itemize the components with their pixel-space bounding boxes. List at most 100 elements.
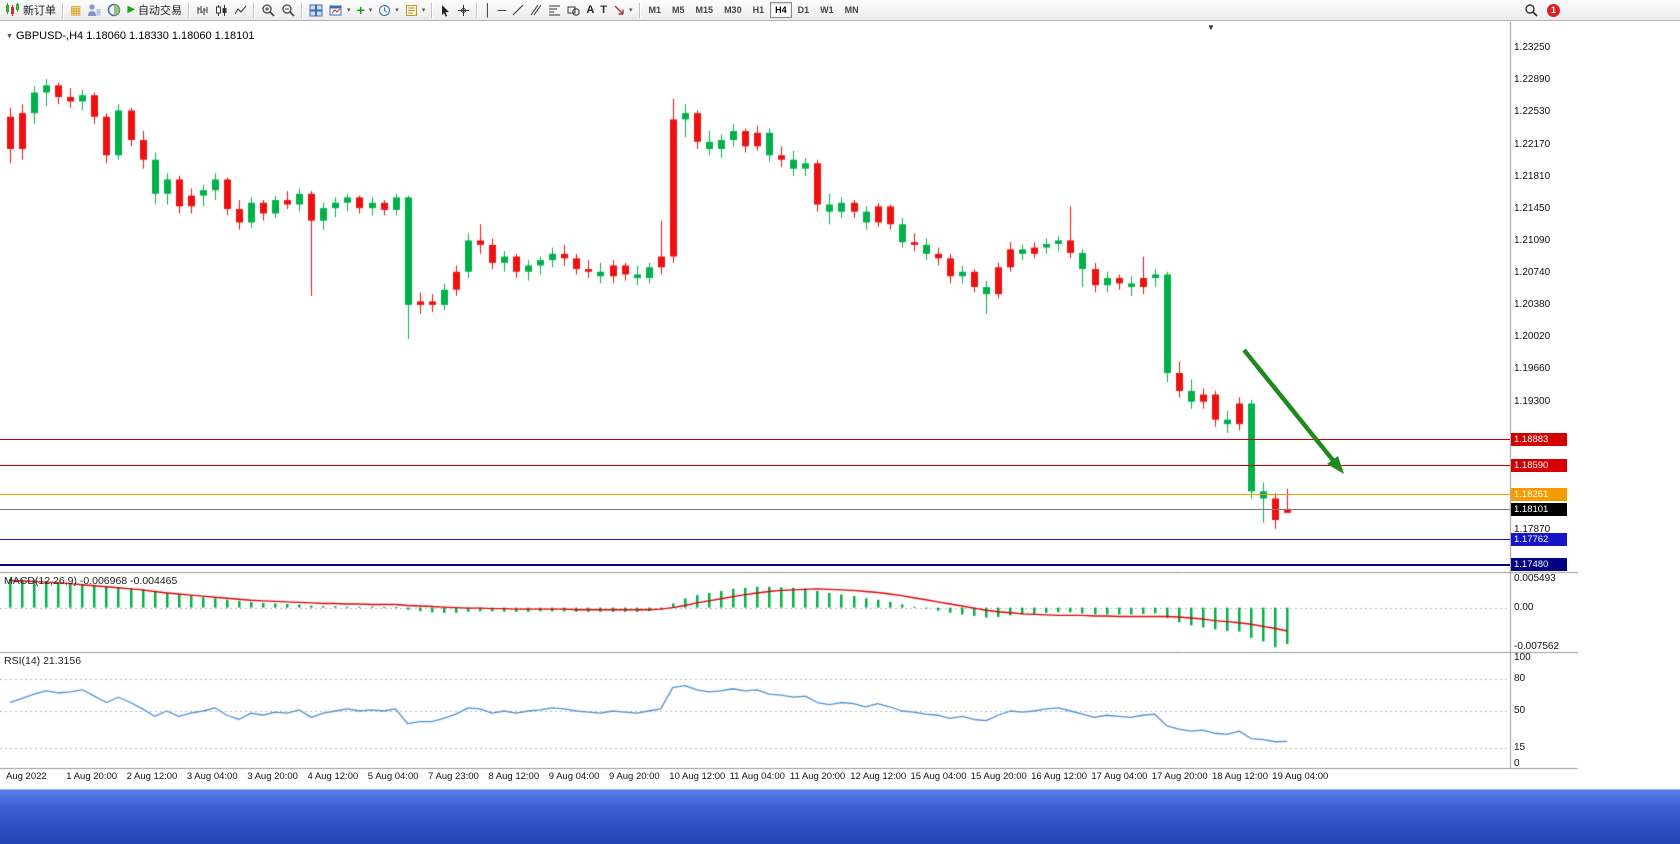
- templates-button[interactable]: ▾: [402, 0, 429, 20]
- timeframe-m5-button[interactable]: M5: [667, 2, 690, 18]
- time-axis-label: 3 Aug 04:00: [186, 771, 238, 782]
- price-level-box-1.17480: 1.17480: [1511, 558, 1567, 572]
- price-level-line-1.18590[interactable]: [0, 464, 1510, 466]
- arrows-tool-icon: [614, 5, 624, 15]
- indicators-caret-icon: ▾: [368, 7, 373, 14]
- price-level-line-1.17480[interactable]: [0, 563, 1510, 566]
- time-axis-label: 5 Aug 04:00: [367, 771, 419, 782]
- quick-nav-icon[interactable]: ▼: [6, 32, 13, 40]
- time-axis-label: 3 Aug 20:00: [247, 771, 298, 782]
- new-chart-button[interactable]: ▾: [326, 0, 354, 20]
- new-chart-caret-icon: ▾: [347, 7, 351, 14]
- time-axis-label: 19 Aug 04:00: [1272, 771, 1329, 782]
- price-level-line-1.17762[interactable]: [0, 539, 1510, 541]
- periods-icon: [379, 4, 391, 16]
- fibonacci-button[interactable]: [545, 0, 564, 20]
- price-axis-label: 1.21810: [1514, 170, 1551, 182]
- market-watch-icon: [88, 4, 101, 16]
- vertical-line-button[interactable]: │: [481, 0, 495, 20]
- data-window-button[interactable]: [104, 0, 124, 20]
- price-axis-label: 1.22170: [1514, 138, 1551, 150]
- crosshair-button[interactable]: [454, 0, 473, 20]
- text-tool-icon: A: [586, 4, 595, 16]
- scroll-position-marker-icon[interactable]: ▼: [1207, 23, 1215, 32]
- bar-chart-icon: [197, 5, 208, 15]
- timeframe-m15-button[interactable]: M15: [691, 2, 719, 18]
- trend-arrow[interactable]: [1232, 338, 1372, 498]
- price-axis-label: 1.20740: [1514, 266, 1551, 278]
- new-order-label: 新订单: [23, 5, 56, 17]
- arrows-tool-button[interactable]: ▾: [610, 0, 636, 20]
- price-level-line-1.18883[interactable]: [0, 438, 1510, 440]
- toolbar-separator: [638, 2, 641, 18]
- toolbar-separator: [253, 2, 256, 18]
- time-axis-label: Aug 2022: [6, 771, 47, 782]
- rsi-axis-label: 0: [1514, 758, 1520, 769]
- time-axis-label: 9 Aug 20:00: [609, 771, 660, 782]
- timeframe-w1-button[interactable]: W1: [815, 2, 839, 18]
- rsi-axis-label: 80: [1514, 673, 1526, 685]
- line-chart-icon: [234, 5, 247, 14]
- rsi-label: RSI(14) 21.3156: [4, 655, 82, 667]
- time-axis-label: 4 Aug 12:00: [307, 771, 359, 782]
- tile-windows-button[interactable]: [306, 0, 326, 20]
- auto-trading-label: 自动交易: [138, 5, 183, 17]
- zoom-in-button[interactable]: [258, 0, 278, 20]
- timeframe-h4-button[interactable]: H4: [770, 2, 792, 18]
- notification-badge[interactable]: 1: [1547, 3, 1560, 17]
- timeframe-toolbar: M1 M5 M15 M30 H1 H4 D1 W1 MN: [644, 2, 864, 18]
- search-icon: [1525, 4, 1538, 17]
- price-level-line-1.18261[interactable]: [0, 494, 1510, 496]
- crosshair-icon: [458, 4, 470, 16]
- indicators-button[interactable]: + ▾: [354, 0, 376, 20]
- macd-axis-label: 0.00: [1514, 601, 1534, 613]
- channel-button[interactable]: [527, 0, 545, 20]
- timeframe-d1-button[interactable]: D1: [793, 2, 815, 18]
- bar-chart-button[interactable]: [193, 0, 212, 20]
- time-axis-label: 15 Aug 04:00: [910, 771, 967, 782]
- price-level-line-1.18101[interactable]: [0, 508, 1510, 510]
- candlestick-icon: [216, 4, 227, 16]
- periods-button[interactable]: ▾: [375, 0, 402, 20]
- toolbar-separator: [431, 2, 434, 18]
- horizontal-line-button[interactable]: ─: [495, 0, 510, 20]
- shapes-button[interactable]: [564, 0, 583, 20]
- time-axis-label: 9 Aug 04:00: [548, 771, 600, 782]
- zoom-out-button[interactable]: [278, 0, 298, 20]
- price-axis-label: 1.21450: [1514, 203, 1551, 215]
- new-order-button[interactable]: 新订单: [2, 0, 59, 20]
- cursor-button[interactable]: [436, 0, 454, 20]
- price-axis-label: 1.19660: [1514, 363, 1551, 375]
- candlestick-button[interactable]: [212, 0, 231, 20]
- timeframe-m30-button[interactable]: M30: [719, 2, 747, 18]
- bottom-taskbar[interactable]: [0, 789, 1680, 844]
- templates-icon: [405, 4, 417, 16]
- chart-symbol-ohlc-label: GBPUSD-,H4 1.18060 1.18330 1.18060 1.181…: [15, 30, 255, 42]
- zoom-out-icon: [282, 4, 295, 17]
- search-button[interactable]: [1521, 0, 1541, 20]
- timeframe-m1-button[interactable]: M1: [644, 2, 667, 18]
- auto-trading-button[interactable]: ▶ 自动交易: [124, 0, 185, 20]
- text-tool-button[interactable]: A: [583, 0, 597, 20]
- market-watch-button[interactable]: [84, 0, 104, 20]
- cursor-icon: [442, 4, 450, 17]
- new-order-icon: [6, 3, 19, 16]
- time-axis-label: 7 Aug 23:00: [428, 771, 479, 782]
- rsi-axis-label: 100: [1514, 652, 1531, 663]
- time-axis-label: 15 Aug 20:00: [970, 771, 1027, 782]
- notification-count: 1: [1550, 5, 1556, 15]
- toolbar-separator: [301, 2, 304, 18]
- label-tool-button[interactable]: T: [597, 0, 610, 20]
- time-axis-label: 18 Aug 12:00: [1212, 771, 1268, 782]
- horizontal-line-icon: ─: [497, 3, 507, 17]
- vertical-line-icon: │: [484, 3, 492, 17]
- trendline-button[interactable]: [509, 0, 527, 20]
- timeframe-mn-button[interactable]: MN: [840, 2, 864, 18]
- profiles-button[interactable]: ▦: [67, 0, 84, 20]
- timeframe-h1-button[interactable]: H1: [748, 2, 770, 18]
- line-chart-button[interactable]: [231, 0, 250, 20]
- zoom-in-icon: [262, 4, 275, 17]
- fibonacci-icon: [549, 5, 561, 16]
